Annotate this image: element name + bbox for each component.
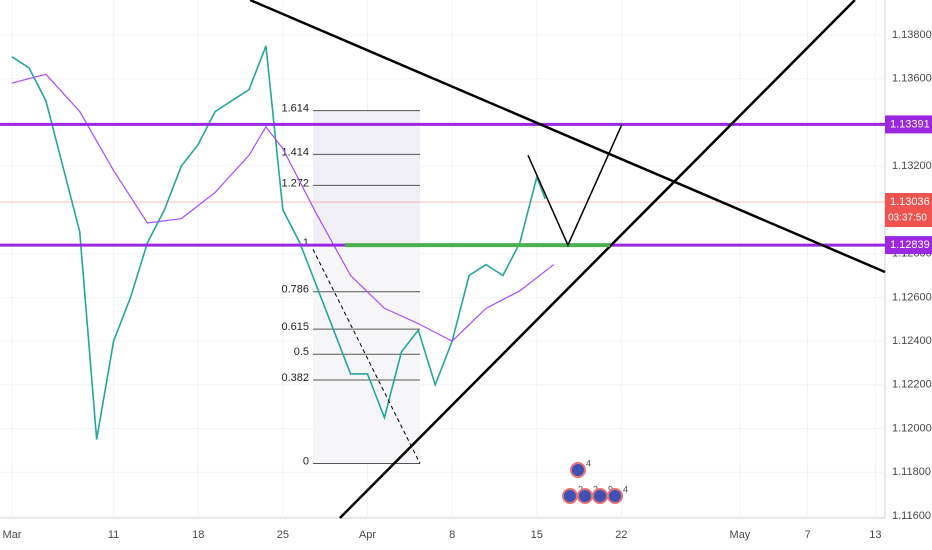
x-tick-label: 7 bbox=[805, 529, 811, 541]
fib-label: 0.615 bbox=[281, 321, 309, 333]
x-tick-label: 25 bbox=[277, 529, 289, 541]
fib-label: 0 bbox=[303, 455, 309, 467]
price-badge bbox=[885, 115, 932, 134]
y-tick-label: 1.12600 bbox=[892, 291, 932, 303]
fib-label: 0.382 bbox=[281, 372, 309, 384]
y-tick-label: 1.12400 bbox=[892, 335, 932, 347]
event-icon bbox=[607, 488, 623, 504]
y-tick-label: 1.12200 bbox=[892, 379, 932, 391]
countdown-label: 03:37:50 bbox=[888, 213, 927, 224]
fib-label: 1.614 bbox=[281, 103, 309, 115]
trend-line bbox=[249, 0, 886, 274]
trend-line bbox=[339, 0, 856, 519]
event-icon bbox=[577, 488, 593, 504]
fib-label: 0.5 bbox=[294, 346, 309, 358]
x-tick-label: 15 bbox=[531, 529, 543, 541]
series-line bbox=[11, 45, 546, 440]
current-price-label: 1.13036 bbox=[890, 196, 930, 208]
x-tick-label: May bbox=[730, 529, 751, 541]
event-count: 4 bbox=[623, 484, 628, 494]
y-tick-label: 1.11800 bbox=[892, 466, 931, 478]
fib-zone-upper bbox=[313, 110, 420, 245]
x-tick-label: 8 bbox=[449, 529, 455, 541]
event-count: 4 bbox=[586, 458, 591, 468]
event-icon bbox=[570, 462, 586, 478]
y-tick-label: 1.13200 bbox=[892, 160, 932, 172]
series-line bbox=[11, 73, 555, 342]
event-icon bbox=[562, 488, 578, 504]
event-count: 9 bbox=[608, 484, 613, 494]
price-badge-label: 1.13391 bbox=[890, 118, 930, 130]
y-tick-label: 1.13600 bbox=[892, 73, 932, 85]
fib-label: 1.414 bbox=[281, 146, 309, 158]
event-count: 2 bbox=[593, 484, 598, 494]
fib-label: 0.786 bbox=[281, 284, 309, 296]
trend-line bbox=[312, 249, 421, 464]
event-icon bbox=[592, 488, 608, 504]
x-tick-label: 11 bbox=[108, 529, 119, 541]
y-tick-label: 1.12000 bbox=[892, 422, 932, 434]
trend-line bbox=[527, 124, 623, 247]
fib-label: 1 bbox=[303, 237, 309, 249]
y-tick-label: 1.11600 bbox=[892, 510, 931, 522]
fib-label: 1.272 bbox=[281, 177, 309, 189]
x-tick-label: 22 bbox=[615, 529, 627, 541]
price-badge bbox=[885, 236, 932, 255]
x-tick-label: 13 bbox=[869, 529, 881, 541]
event-count: 2 bbox=[578, 484, 583, 494]
x-tick-label: Apr bbox=[359, 529, 376, 541]
current-price-badge bbox=[885, 193, 932, 228]
x-tick-label: 18 bbox=[192, 529, 204, 541]
price-badge-label: 1.12839 bbox=[890, 239, 930, 251]
y-tick-label: 1.13800 bbox=[892, 29, 932, 41]
x-tick-label: Mar bbox=[3, 529, 22, 541]
